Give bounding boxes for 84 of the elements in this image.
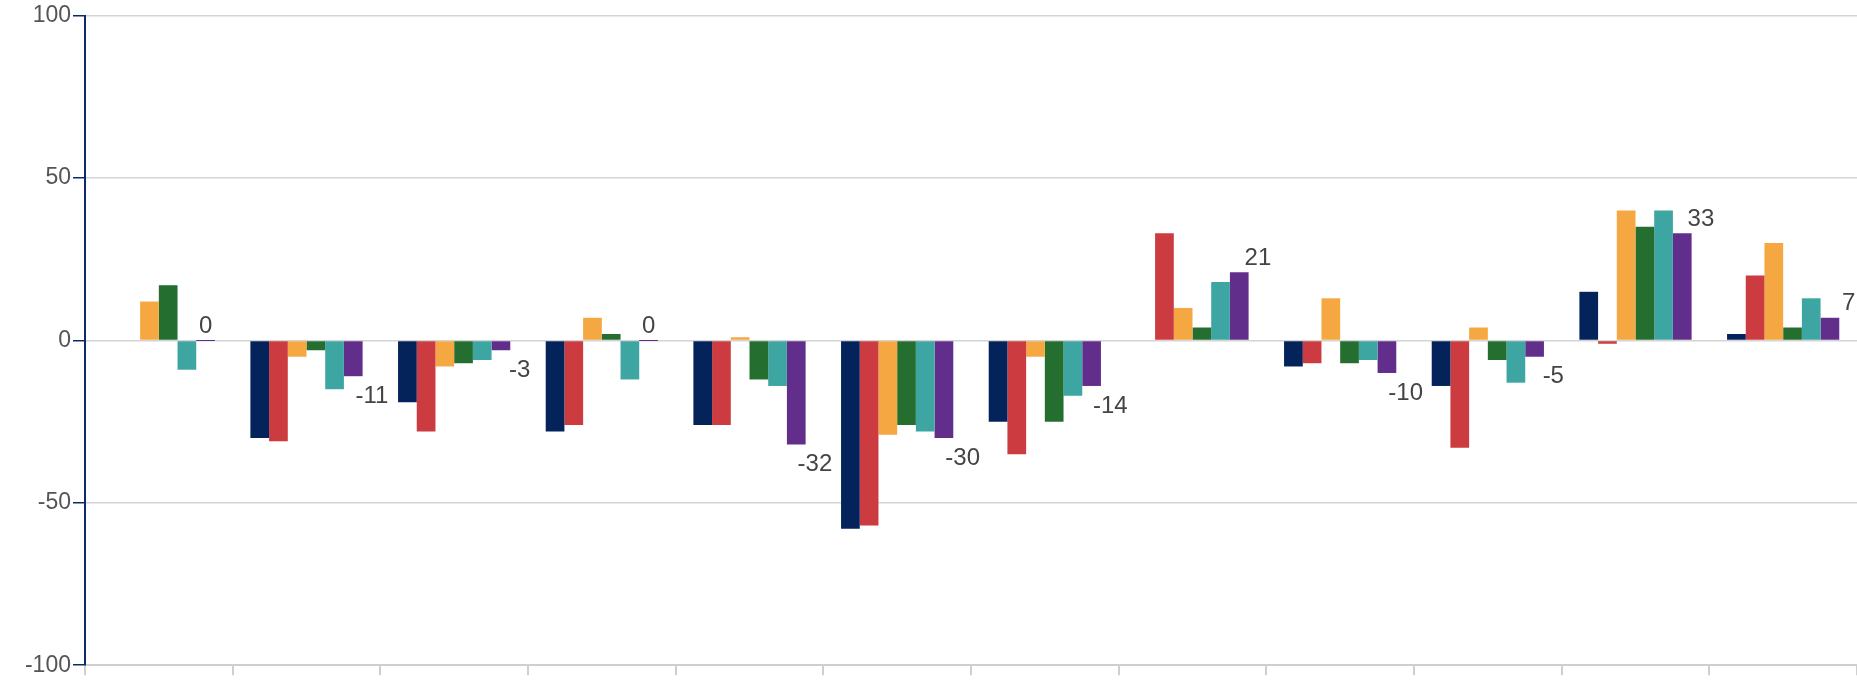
bar bbox=[1598, 341, 1617, 344]
bar bbox=[768, 341, 787, 386]
data-label: -32 bbox=[797, 449, 833, 477]
bar bbox=[1063, 341, 1083, 396]
bar bbox=[1358, 341, 1378, 360]
bar bbox=[1377, 341, 1397, 373]
bar bbox=[583, 317, 602, 340]
data-label: 21 bbox=[1244, 242, 1272, 270]
bar bbox=[1764, 243, 1784, 340]
y-tick-label: 0 bbox=[58, 325, 71, 352]
bar bbox=[158, 285, 178, 340]
data-label: -14 bbox=[1092, 390, 1128, 418]
bar bbox=[1173, 308, 1193, 340]
bar bbox=[1616, 210, 1636, 340]
bar bbox=[1579, 291, 1599, 340]
y-tick-label: -50 bbox=[37, 488, 71, 515]
bar bbox=[1450, 341, 1470, 448]
bar bbox=[416, 341, 436, 432]
bar bbox=[934, 341, 954, 438]
bar bbox=[712, 341, 731, 425]
bar bbox=[1192, 327, 1212, 340]
bar bbox=[1654, 210, 1673, 340]
bar bbox=[1155, 233, 1174, 340]
data-label: 0 bbox=[641, 311, 656, 339]
bar bbox=[472, 341, 492, 360]
data-label: 0 bbox=[198, 311, 213, 339]
bar bbox=[1469, 327, 1488, 340]
bar bbox=[620, 341, 640, 380]
bar bbox=[1727, 334, 1746, 340]
bar bbox=[325, 341, 344, 390]
bar bbox=[1321, 298, 1341, 340]
bar bbox=[545, 341, 565, 432]
bar bbox=[1635, 226, 1655, 340]
bar bbox=[786, 341, 806, 445]
bar bbox=[1506, 341, 1526, 383]
bar bbox=[1431, 341, 1451, 386]
bar bbox=[601, 334, 621, 340]
y-tick-label: 100 bbox=[32, 1, 71, 28]
bar bbox=[343, 341, 363, 377]
bar bbox=[269, 341, 288, 442]
bar bbox=[491, 341, 511, 351]
bar bbox=[1026, 341, 1045, 357]
data-label: -3 bbox=[508, 354, 531, 382]
bar bbox=[1340, 341, 1359, 364]
bar bbox=[1487, 341, 1507, 360]
bar bbox=[1745, 275, 1765, 340]
bar bbox=[1211, 282, 1230, 340]
bar bbox=[1525, 341, 1544, 357]
bar bbox=[878, 341, 898, 435]
bar bbox=[177, 341, 197, 370]
bar bbox=[841, 341, 860, 529]
y-tick-label: -100 bbox=[24, 650, 71, 677]
bar bbox=[1783, 327, 1802, 340]
bar bbox=[1082, 341, 1101, 386]
y-tick-label: 50 bbox=[45, 163, 71, 190]
data-label: 33 bbox=[1687, 203, 1715, 231]
bar bbox=[564, 341, 584, 425]
bar bbox=[250, 341, 270, 438]
bar bbox=[454, 341, 473, 364]
bar bbox=[1820, 317, 1840, 340]
bar bbox=[140, 301, 159, 340]
data-label: 7 bbox=[1841, 288, 1856, 316]
bar bbox=[988, 341, 1008, 422]
bar bbox=[1044, 341, 1064, 422]
data-label: -5 bbox=[1542, 361, 1564, 389]
bar bbox=[1302, 341, 1322, 364]
bar bbox=[1801, 298, 1821, 340]
data-label: -10 bbox=[1388, 377, 1423, 405]
bar bbox=[859, 341, 879, 526]
bar bbox=[1284, 341, 1303, 367]
bar bbox=[730, 337, 750, 340]
bar bbox=[435, 341, 455, 367]
bar bbox=[287, 341, 307, 357]
bar bbox=[915, 341, 935, 432]
bar bbox=[897, 341, 916, 425]
bar bbox=[398, 341, 417, 403]
bar bbox=[749, 341, 769, 380]
bar bbox=[1007, 341, 1027, 455]
bar bbox=[1672, 233, 1692, 340]
bar bbox=[1229, 272, 1249, 340]
bar bbox=[693, 341, 713, 425]
bar bbox=[306, 341, 326, 351]
data-label: -11 bbox=[355, 380, 389, 408]
data-label: -30 bbox=[945, 442, 980, 470]
